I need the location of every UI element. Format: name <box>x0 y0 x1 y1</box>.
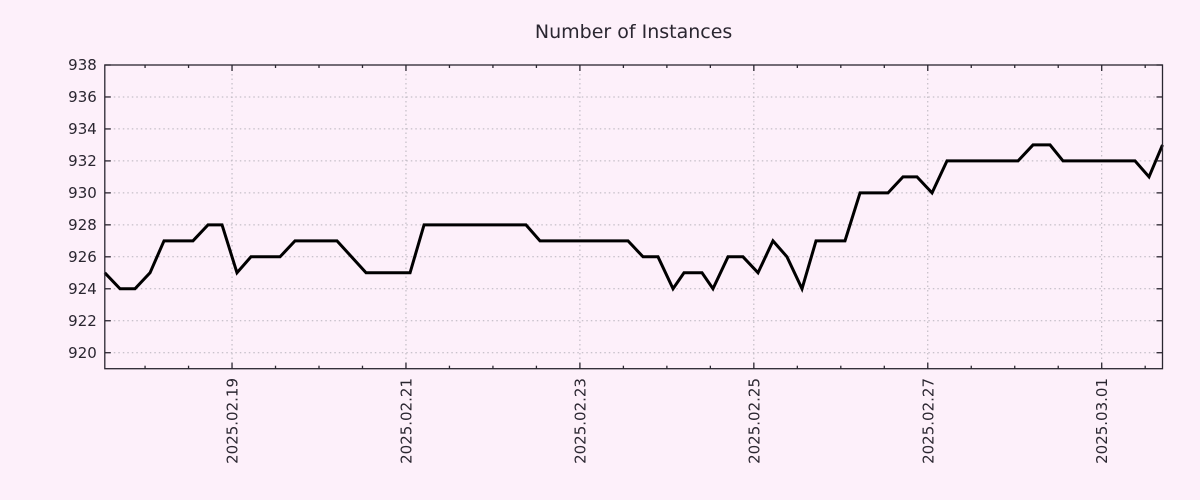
x-tick-label: 2025.02.25 <box>745 378 763 464</box>
x-tick-label: 2025.02.23 <box>571 378 589 464</box>
y-tick-label: 922 <box>68 312 97 330</box>
x-tick-label: 2025.02.19 <box>224 378 242 464</box>
y-tick-label: 938 <box>68 56 97 74</box>
x-tick-label: 2025.03.01 <box>1093 378 1111 464</box>
grid-layer <box>104 64 1163 369</box>
axis-layer <box>104 64 1164 370</box>
chart-title: Number of Instances <box>535 21 732 43</box>
series-layer <box>103 143 1164 294</box>
x-tick-label: 2025.02.27 <box>919 378 937 464</box>
y-tick-label: 932 <box>68 152 97 170</box>
y-tick-label: 920 <box>68 344 97 362</box>
plot-border <box>104 64 1164 370</box>
y-tick-label: 926 <box>68 248 97 266</box>
label-layer: 920 922 924 926 928 930 932 934 936 938 2025.02.19… <box>68 56 1111 464</box>
y-tick-label: 928 <box>68 216 97 234</box>
y-tick-label: 936 <box>68 88 97 106</box>
y-tick-label: 934 <box>68 120 97 138</box>
y-tick-label: 930 <box>68 184 97 202</box>
x-tick-label: 2025.02.21 <box>397 378 415 464</box>
data-line <box>103 143 1164 294</box>
y-tick-label: 924 <box>68 280 97 298</box>
